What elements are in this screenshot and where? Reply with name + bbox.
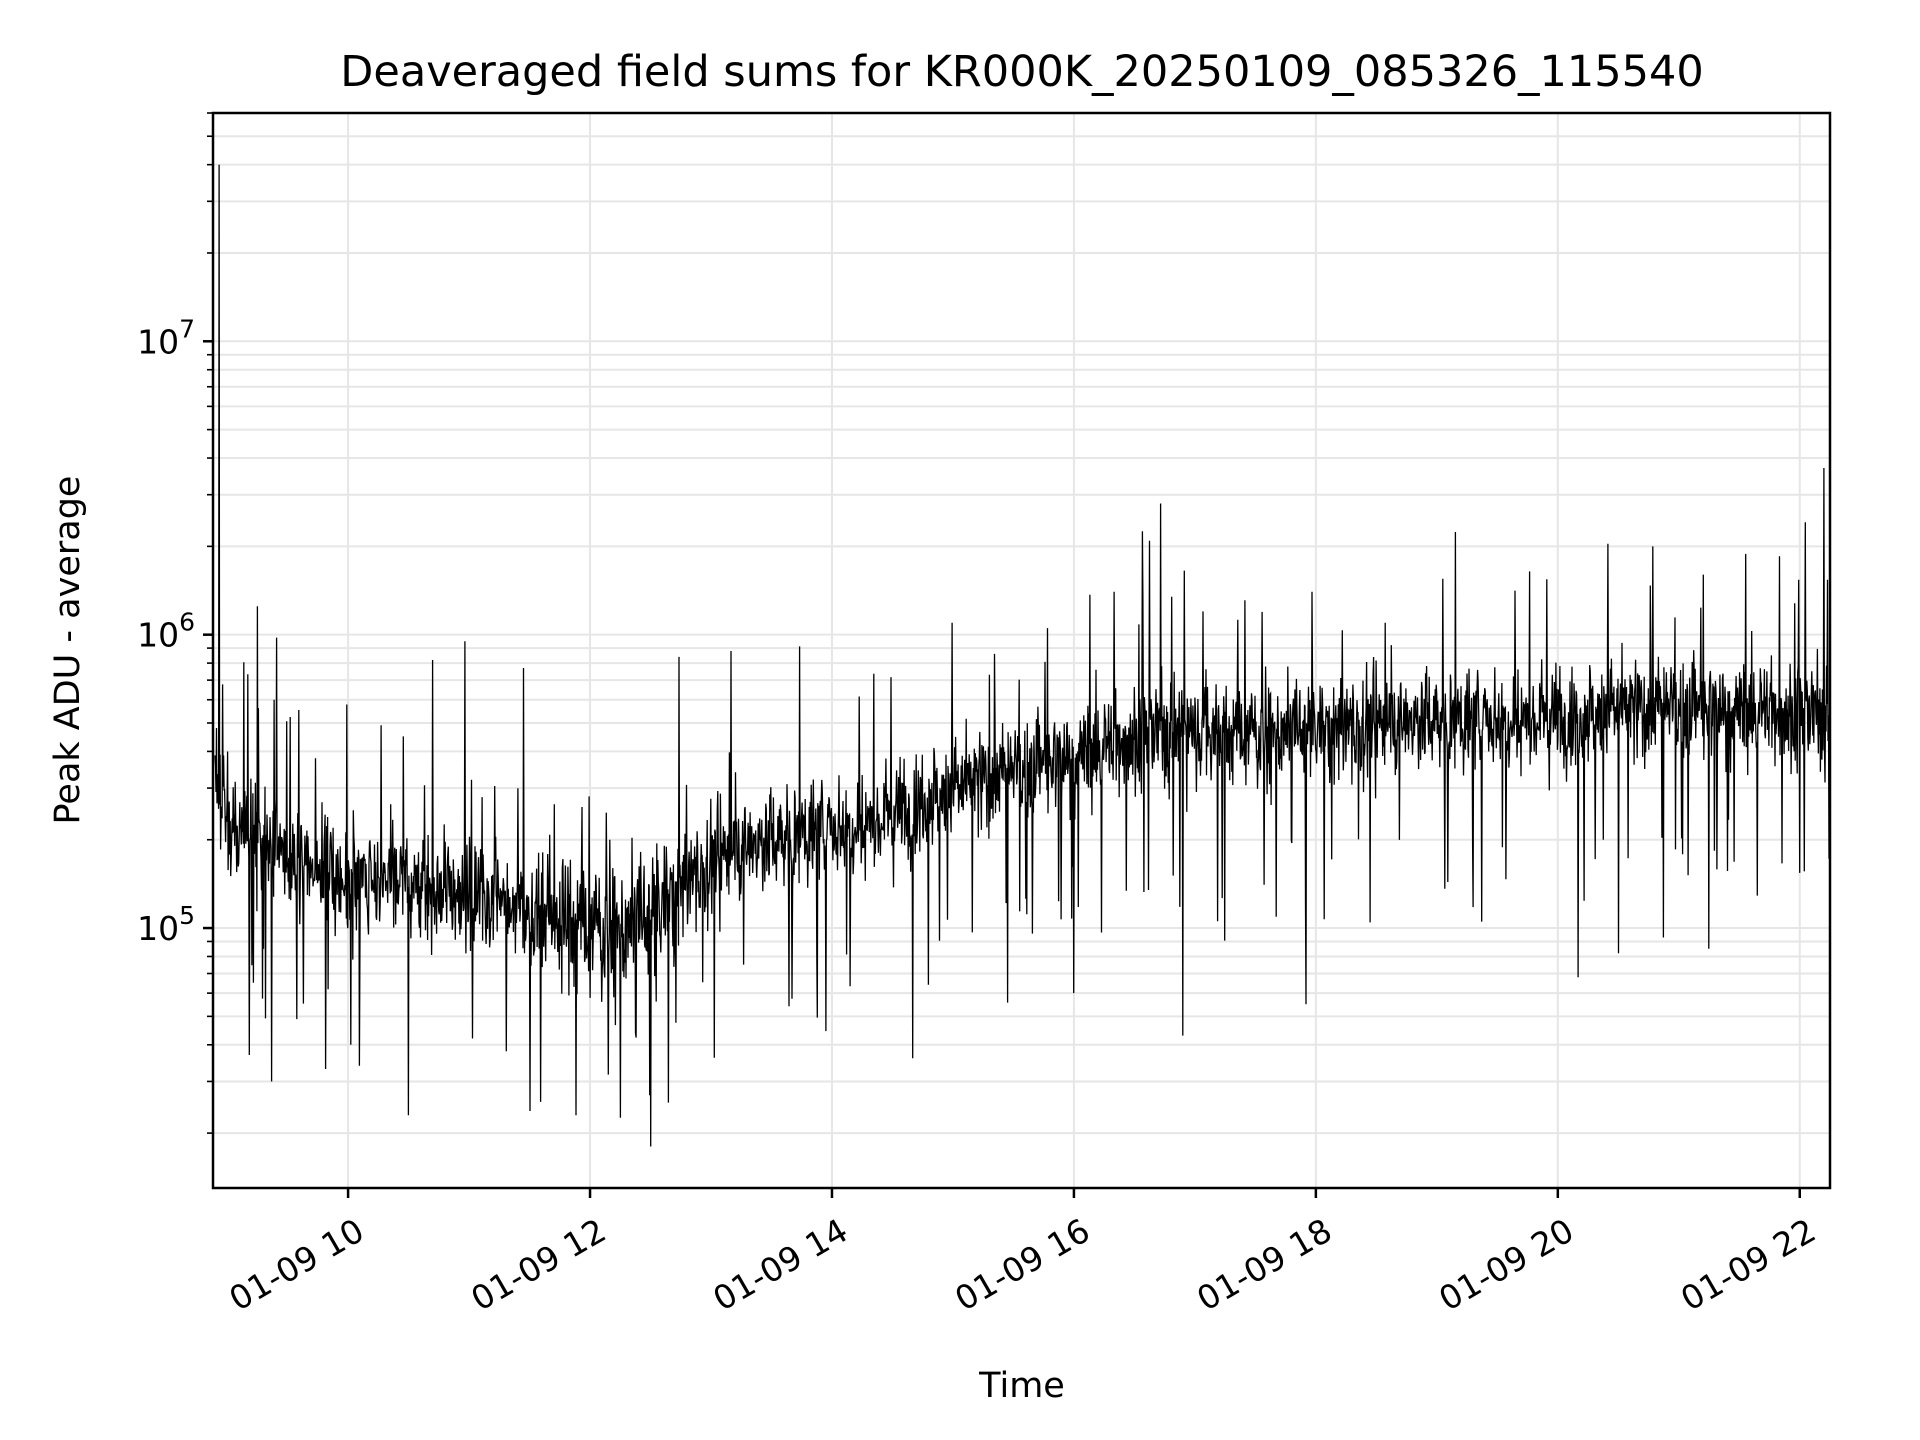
y-tick-exponent: 5 — [179, 901, 195, 930]
plot-frame — [211, 111, 1832, 1190]
y-tick-base: 10 — [137, 322, 179, 361]
series-line — [214, 164, 1831, 1147]
series-layer — [214, 164, 1831, 1147]
y-tick-exponent: 7 — [179, 314, 195, 343]
y-tick-label: 106 — [137, 608, 195, 655]
x-axis-label: Time — [978, 1366, 1065, 1406]
y-axis-label: Peak ADU - average — [48, 476, 88, 825]
chart-title: Deaveraged field sums for KR000K_2025010… — [340, 47, 1703, 97]
y-tick-base: 10 — [137, 909, 179, 948]
y-tick-label: 107 — [137, 314, 195, 361]
y-tick-exponent: 6 — [179, 608, 195, 637]
y-tick-label: 105 — [137, 901, 195, 948]
y-tick-base: 10 — [137, 616, 179, 655]
